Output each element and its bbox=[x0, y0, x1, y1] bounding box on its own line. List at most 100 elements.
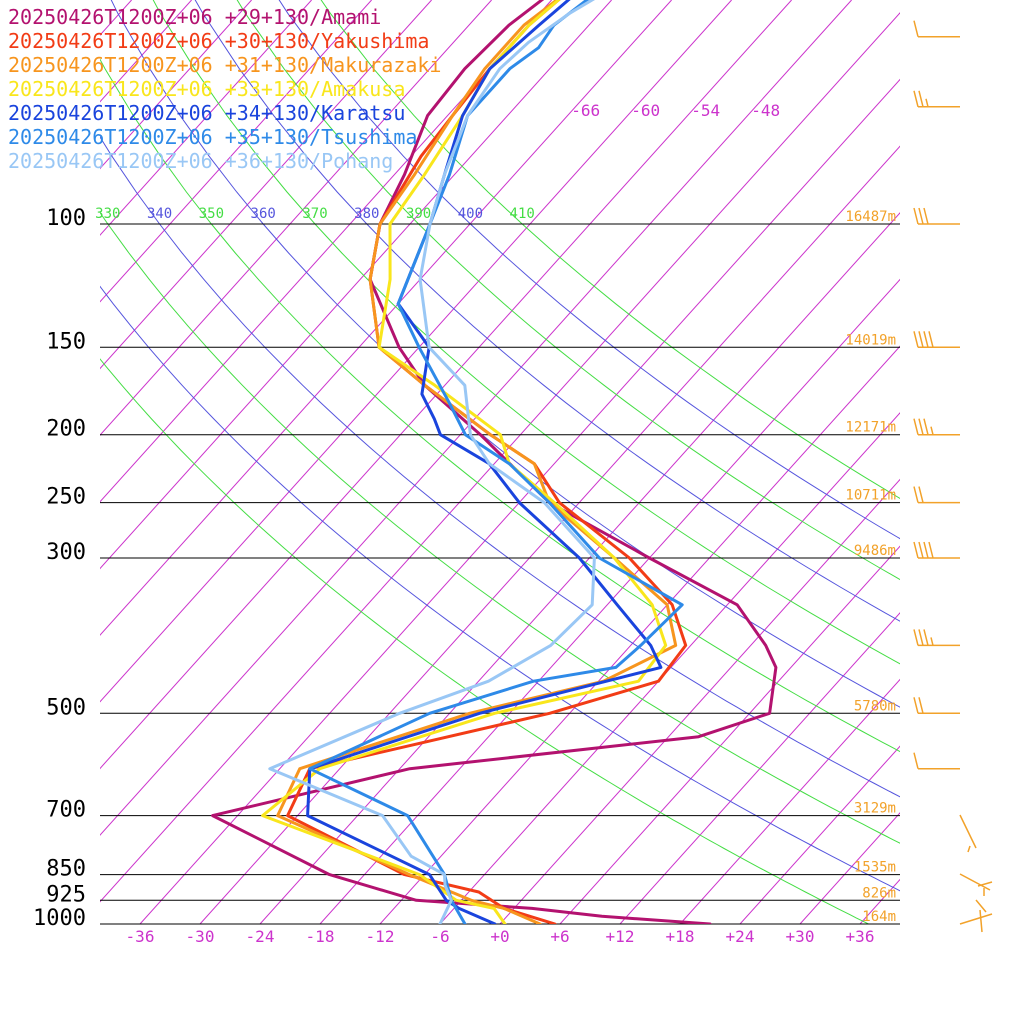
wind-barb bbox=[959, 814, 977, 853]
wind-barb-full bbox=[913, 418, 919, 435]
wind-barb bbox=[959, 899, 993, 933]
isotherm bbox=[559, 545, 900, 924]
pressure-label: 150 bbox=[46, 329, 86, 354]
temperature-tick-label: +36 bbox=[846, 927, 875, 946]
isotherm bbox=[739, 745, 900, 924]
wind-barb-staff bbox=[959, 814, 977, 849]
wind-barb-half bbox=[930, 637, 934, 646]
isotherm bbox=[100, 0, 792, 770]
isotherm bbox=[439, 412, 900, 924]
pressure-label: 200 bbox=[46, 417, 86, 442]
wind-barb-full bbox=[923, 541, 929, 559]
wind-barb-full bbox=[918, 207, 924, 225]
isotherm bbox=[619, 612, 900, 924]
wind-barb-half bbox=[925, 98, 929, 107]
wind-barb-full bbox=[918, 486, 924, 503]
isotherm bbox=[379, 345, 900, 924]
legend-entry: 20250426T1200Z+06 +36+130/Pohang bbox=[8, 149, 393, 173]
wind-barb-full bbox=[977, 881, 993, 887]
pressure-label: 300 bbox=[46, 540, 86, 565]
wind-barb-full bbox=[918, 629, 924, 646]
pressure-label: 925 bbox=[46, 882, 86, 907]
temperature-tick-label: +0 bbox=[490, 927, 509, 946]
upper-temperature-label: -60 bbox=[631, 101, 660, 120]
legend: 20250426T1200Z+06 +29+130/Amami20250426T… bbox=[8, 5, 441, 173]
theta-label: 400 bbox=[458, 206, 483, 222]
pressure-label: 700 bbox=[46, 798, 86, 823]
wind-barb-full bbox=[918, 418, 924, 435]
theta-label: 350 bbox=[199, 206, 224, 222]
pressure-label: 850 bbox=[46, 857, 86, 882]
wind-barb-full bbox=[918, 697, 924, 714]
wind-barb-full bbox=[923, 418, 929, 435]
isotherm bbox=[499, 478, 900, 924]
theta-label: 330 bbox=[95, 206, 120, 222]
temperature-tick-label: +18 bbox=[666, 927, 695, 946]
wind-barb-full bbox=[979, 909, 983, 933]
wind-barb-full bbox=[975, 899, 987, 913]
wind-barb-full bbox=[923, 207, 929, 225]
wind-barb bbox=[913, 207, 960, 225]
isotherm bbox=[100, 0, 312, 236]
isotherm bbox=[980, 0, 1024, 924]
temperature-tick-label: -24 bbox=[246, 927, 275, 946]
temperature-tick-label: -30 bbox=[186, 927, 215, 946]
height-label: 9486m bbox=[854, 543, 896, 559]
height-label: 826m bbox=[862, 885, 896, 901]
pressure-label: 1000 bbox=[33, 906, 86, 931]
height-label: 164m bbox=[862, 909, 896, 925]
wind-barb-full bbox=[913, 697, 919, 714]
height-label: 16487m bbox=[845, 209, 896, 225]
isotherm bbox=[100, 12, 900, 903]
height-label: 10711m bbox=[845, 488, 896, 504]
height-label: 3129m bbox=[854, 801, 896, 817]
temperature-tick-label: -12 bbox=[366, 927, 395, 946]
wind-barb bbox=[913, 90, 960, 108]
temperature-tick-label: -36 bbox=[126, 927, 155, 946]
series-line bbox=[268, 0, 596, 924]
isotherm bbox=[319, 278, 900, 924]
isotherm bbox=[100, 0, 372, 303]
theta-label: 410 bbox=[510, 206, 535, 222]
wind-barb-full bbox=[913, 752, 919, 769]
temperature-tick-label: +6 bbox=[550, 927, 569, 946]
wind-barb-full bbox=[923, 629, 929, 646]
isotherm bbox=[679, 678, 900, 924]
isotherm bbox=[100, 0, 852, 836]
theta-label: 370 bbox=[302, 206, 327, 222]
isotherm bbox=[100, 0, 432, 370]
series-line bbox=[261, 0, 668, 924]
wind-barb-full bbox=[928, 331, 934, 348]
wind-barb bbox=[913, 20, 960, 38]
legend-entry: 20250426T1200Z+06 +35+130/Tsushima bbox=[8, 125, 417, 149]
upper-temperature-label: -48 bbox=[751, 101, 780, 120]
wind-barb-full bbox=[913, 629, 919, 646]
legend-entry: 20250426T1200Z+06 +33+130/Amakusa bbox=[8, 77, 405, 101]
wind-barb-full bbox=[913, 90, 919, 107]
legend-entry: 20250426T1200Z+06 +30+130/Yakushima bbox=[8, 29, 429, 53]
wind-barb-full bbox=[928, 541, 934, 559]
wind-barb-full bbox=[913, 20, 919, 37]
wind-barb bbox=[913, 418, 960, 436]
theta-label: 390 bbox=[406, 206, 431, 222]
wind-barb bbox=[913, 752, 960, 770]
height-label: 5780m bbox=[854, 698, 896, 714]
wind-barb-half bbox=[930, 426, 934, 435]
isotherm bbox=[139, 78, 900, 924]
upper-temperature-label: -66 bbox=[571, 101, 600, 120]
theta-label: 380 bbox=[354, 206, 379, 222]
pressure-label: 100 bbox=[46, 206, 86, 231]
theta-label: 360 bbox=[251, 206, 276, 222]
wind-barb-full bbox=[913, 331, 919, 348]
wind-barb-full bbox=[913, 207, 919, 225]
height-label: 14019m bbox=[845, 332, 896, 348]
legend-entry: 20250426T1200Z+06 +29+130/Amami bbox=[8, 5, 381, 29]
wind-barb-full bbox=[913, 541, 919, 559]
isotherm bbox=[100, 0, 732, 703]
isotherm bbox=[799, 812, 900, 924]
isotherm bbox=[920, 0, 1024, 924]
legend-entry: 20250426T1200Z+06 +31+130/Makurazaki bbox=[8, 53, 441, 77]
series-line bbox=[211, 0, 778, 924]
pressure-label: 500 bbox=[46, 695, 86, 720]
